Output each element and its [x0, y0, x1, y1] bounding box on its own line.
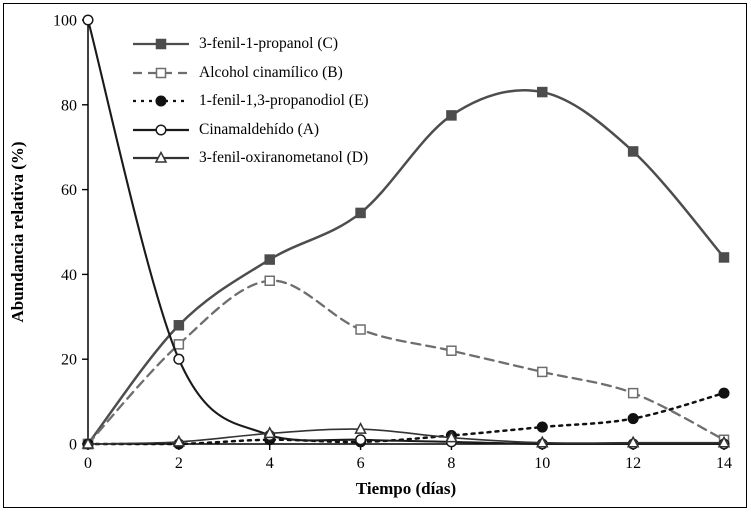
legend-item-b: Alcohol cinamílico (B) [132, 59, 369, 88]
marker-open-square [537, 366, 548, 378]
marker-filled-square [537, 86, 548, 98]
legend-item-c: 3-fenil-1-propanol (C) [132, 30, 369, 59]
marker-open-triangle [445, 430, 458, 443]
legend-marker-open-circle [133, 124, 189, 136]
marker-open-circle [173, 353, 185, 365]
x-tick-label: 8 [447, 455, 455, 472]
marker-open-triangle [172, 434, 186, 447]
legend: 3-fenil-1-propanol (C) Alcohol cinamílic… [132, 30, 369, 173]
marker-open-square [446, 345, 457, 356]
y-tick-label: 80 [61, 97, 77, 114]
x-axis-title: Tiempo (días) [356, 479, 456, 498]
marker-open-triangle [536, 435, 549, 448]
marker-filled-circle [155, 95, 167, 107]
x-tick-label: 6 [357, 455, 365, 472]
x-tick-label: 2 [175, 455, 183, 472]
marker-filled-square [264, 254, 275, 265]
marker-filled-square [355, 207, 366, 219]
y-tick-label: 100 [53, 13, 77, 30]
marker-filled-square [173, 320, 185, 331]
legend-label: Cinamaldehído (A) [199, 120, 320, 138]
marker-open-triangle [81, 436, 95, 449]
y-tick-label: 0 [69, 437, 77, 454]
marker-open-triangle [154, 151, 168, 163]
x-tick-label: 14 [716, 455, 732, 472]
legend-label: 3-fenil-1-propanol (C) [199, 35, 339, 53]
y-tick-label: 20 [61, 352, 77, 369]
marker-open-square [173, 339, 185, 350]
marker-open-square [355, 324, 366, 335]
legend-item-e: 1-fenil-1,3-propanodiol (E) [132, 87, 369, 116]
legend-marker-filled-circle [133, 95, 189, 107]
x-tick-label: 4 [266, 455, 274, 472]
marker-open-circle [82, 14, 94, 26]
legend-marker-open-triangle [133, 151, 189, 163]
legend-marker-open-square [133, 67, 189, 78]
marker-filled-square [446, 110, 457, 121]
legend-label: 3-fenil-oxiranometanol (D) [199, 149, 369, 167]
marker-filled-square [718, 252, 730, 263]
marker-open-square [627, 387, 639, 399]
marker-open-square [264, 275, 275, 287]
marker-filled-circle [718, 387, 730, 399]
y-tick-label: 60 [61, 182, 77, 199]
series-line-5 [87, 428, 725, 445]
legend-item-d: 3-fenil-oxiranometanol (D) [132, 144, 369, 173]
x-tick-label: 12 [625, 455, 641, 472]
marker-open-square [155, 67, 167, 78]
marker-filled-square [155, 39, 167, 50]
x-tick-label: 10 [534, 455, 550, 472]
marker-open-triangle [626, 435, 640, 448]
marker-open-triangle [263, 426, 276, 439]
y-tick-label: 40 [61, 267, 77, 284]
marker-open-circle [355, 434, 367, 446]
legend-label: Alcohol cinamílico (B) [199, 63, 343, 81]
marker-filled-square [627, 146, 639, 157]
legend-item-a: Cinamaldehído (A) [132, 116, 369, 145]
legend-label: 1-fenil-1,3-propanodiol (E) [199, 92, 369, 110]
marker-open-triangle [354, 422, 367, 434]
marker-filled-circle [536, 421, 548, 433]
x-tick-label: 0 [84, 455, 92, 472]
legend-marker-filled-square [133, 39, 189, 50]
marker-open-circle [155, 124, 167, 136]
y-axis-title: Abundancia relativa (%) [8, 141, 27, 322]
marker-open-triangle [717, 435, 731, 448]
marker-filled-circle [627, 413, 639, 425]
series-line-3 [86, 391, 726, 446]
